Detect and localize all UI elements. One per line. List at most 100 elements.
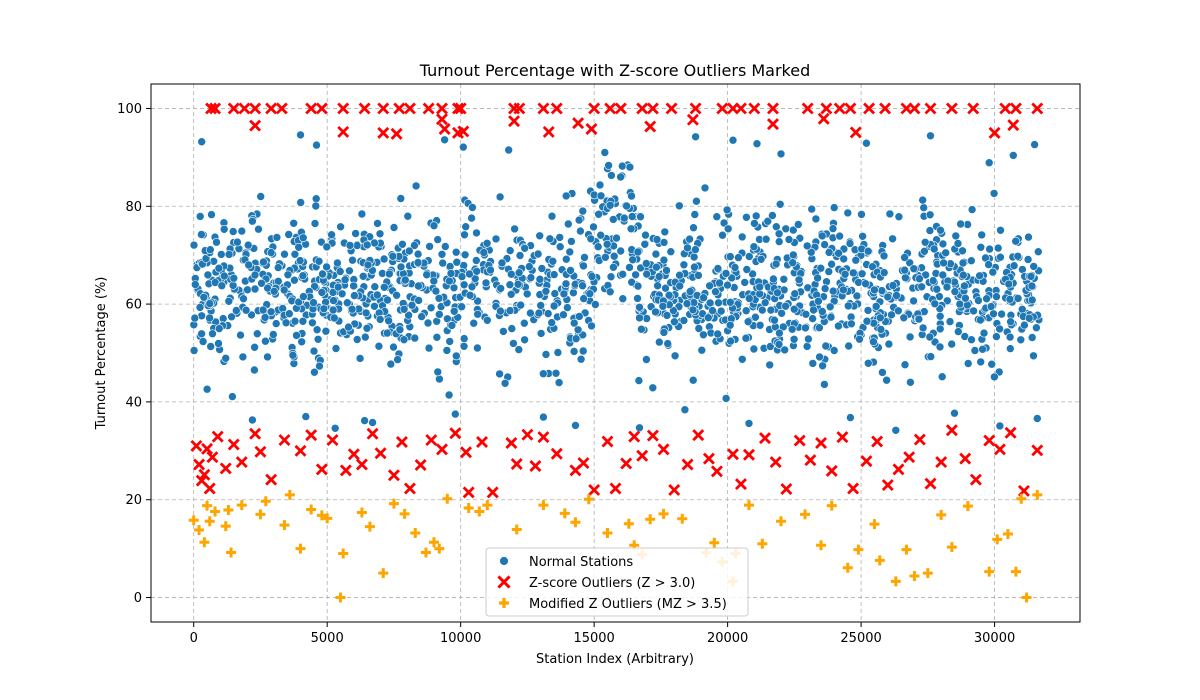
normal-station-point xyxy=(885,209,895,219)
normal-station-point xyxy=(619,213,629,223)
normal-station-point xyxy=(839,285,848,295)
normal-station-point xyxy=(834,249,843,258)
normal-station-point xyxy=(289,219,299,228)
normal-station-point xyxy=(313,334,323,344)
normal-station-point xyxy=(749,344,759,354)
normal-station-point xyxy=(906,377,915,387)
normal-station-point xyxy=(714,298,723,308)
normal-station-point xyxy=(775,200,785,209)
normal-station-point xyxy=(716,306,726,316)
zscore-outlier-point xyxy=(945,102,958,115)
normal-station-point xyxy=(815,352,824,362)
normal-station-point xyxy=(257,278,266,288)
modified-z-outlier-point xyxy=(1021,592,1032,603)
normal-station-point xyxy=(382,328,392,338)
zscore-outlier-point xyxy=(393,102,406,115)
normal-station-point xyxy=(311,194,321,203)
normal-station-point xyxy=(669,306,678,315)
normal-station-point xyxy=(389,223,399,232)
normal-station-point xyxy=(666,247,676,256)
normal-station-point xyxy=(499,327,508,336)
normal-station-point xyxy=(507,324,517,333)
normal-station-point xyxy=(609,251,619,261)
normal-station-point xyxy=(440,242,450,251)
normal-station-point xyxy=(547,318,557,327)
modified-z-outlier-point xyxy=(583,494,594,505)
normal-station-point xyxy=(814,296,823,306)
normal-station-point xyxy=(228,392,237,401)
normal-station-point xyxy=(308,318,317,328)
x-tick-label: 30000 xyxy=(974,631,1015,646)
legend-label-zscore: Z-score Outliers (Z > 3.0) xyxy=(529,576,695,591)
normal-station-point xyxy=(879,268,889,277)
zscore-outlier-point xyxy=(588,102,601,115)
zscore-outlier-point xyxy=(390,127,403,140)
zscore-outlier-point xyxy=(734,478,747,491)
x-tick-label: 15000 xyxy=(573,631,614,646)
normal-station-point xyxy=(404,310,413,320)
normal-station-point xyxy=(361,308,371,318)
normal-station-point xyxy=(197,137,206,146)
normal-station-point xyxy=(882,375,891,385)
normal-station-point xyxy=(804,334,813,344)
normal-station-point xyxy=(929,244,939,254)
normal-station-point xyxy=(551,368,561,378)
normal-station-point xyxy=(868,262,877,272)
normal-station-point xyxy=(273,263,283,272)
normal-station-point xyxy=(699,330,708,340)
normal-station-point xyxy=(951,231,961,241)
normal-station-point xyxy=(992,292,1001,301)
normal-station-point xyxy=(403,211,413,221)
normal-station-point xyxy=(535,274,545,284)
normal-station-point xyxy=(465,290,475,300)
normal-station-point xyxy=(312,325,322,335)
normal-station-point xyxy=(626,224,636,234)
normal-station-point xyxy=(375,229,385,239)
normal-station-point xyxy=(384,316,393,326)
normal-station-point xyxy=(760,298,770,307)
normal-station-point xyxy=(780,345,790,355)
normal-station-point xyxy=(662,266,671,275)
normal-station-point xyxy=(942,282,952,292)
zscore-outlier-point xyxy=(734,102,747,115)
normal-station-point xyxy=(642,314,652,323)
normal-station-point xyxy=(410,241,419,250)
normal-station-point xyxy=(434,310,444,319)
normal-station-point xyxy=(938,270,948,280)
normal-station-point xyxy=(383,295,392,305)
normal-station-point xyxy=(813,273,822,283)
normal-station-point xyxy=(318,269,327,279)
normal-station-point xyxy=(670,317,679,327)
normal-station-point xyxy=(1024,313,1034,323)
normal-station-point xyxy=(827,259,836,269)
normal-station-point xyxy=(413,258,423,267)
normal-station-point xyxy=(1029,351,1038,361)
normal-station-point xyxy=(563,219,573,229)
normal-station-point xyxy=(400,275,410,285)
normal-station-point xyxy=(605,287,615,297)
normal-station-point xyxy=(360,416,369,425)
zscore-outlier-point xyxy=(227,102,240,115)
x-tick-label: 20000 xyxy=(707,631,748,646)
x-tick-label: 25000 xyxy=(840,631,881,646)
normal-station-point xyxy=(765,360,775,370)
normal-station-point xyxy=(845,239,855,248)
zscore-outlier-point xyxy=(265,473,278,486)
normal-station-point xyxy=(682,299,692,308)
normal-station-point xyxy=(217,250,226,259)
modified-z-outlier-point xyxy=(874,555,885,566)
normal-station-point xyxy=(844,341,854,351)
normal-station-point xyxy=(232,306,241,315)
normal-station-point xyxy=(788,225,798,235)
normal-station-point xyxy=(459,280,469,290)
zscore-outlier-point xyxy=(550,102,563,115)
zscore-outlier-point xyxy=(657,443,670,456)
normal-station-point xyxy=(774,340,784,349)
normal-station-point xyxy=(909,296,918,306)
normal-station-point xyxy=(537,264,547,273)
normal-station-point xyxy=(978,344,987,354)
normal-station-point xyxy=(579,261,588,271)
normal-station-point xyxy=(1006,317,1015,327)
normal-station-point xyxy=(627,191,636,201)
normal-station-point xyxy=(811,214,821,224)
